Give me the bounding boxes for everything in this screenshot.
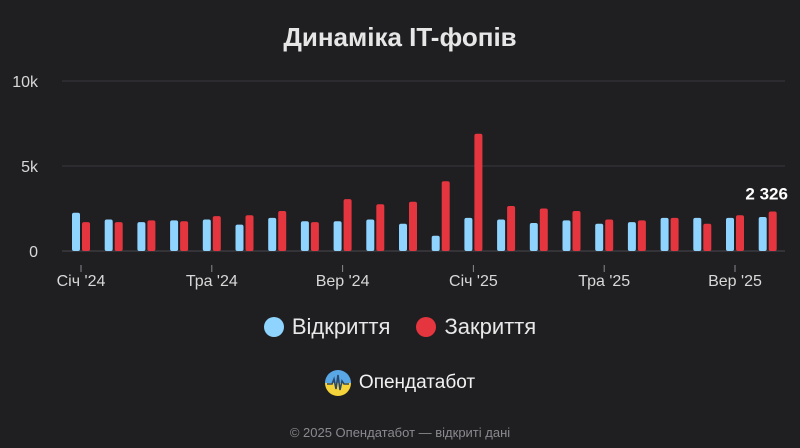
footer-copyright: © 2025 Опендатабот — відкриті дані (289, 425, 511, 440)
bar-openings (497, 219, 506, 251)
bar-openings (137, 222, 146, 251)
bar-openings (562, 220, 571, 251)
bar-openings (758, 217, 767, 251)
x-tick-label: Тра '25 (578, 273, 630, 290)
bar-closings (605, 219, 614, 251)
bar-closings (768, 211, 777, 251)
legend-label-openings: Відкриття (291, 314, 391, 339)
bar-closings (572, 211, 581, 251)
chart-title: Динаміка IT-фопів (283, 22, 517, 52)
bar-closings (147, 220, 156, 251)
bar-closings (310, 222, 319, 251)
bar-closings (441, 181, 450, 251)
y-tick-label: 10k (12, 74, 39, 91)
bar-openings (627, 222, 636, 251)
bar-openings (529, 222, 538, 251)
x-tick-label: Вер '24 (316, 273, 370, 290)
bar-closings (245, 215, 254, 251)
bar-openings (72, 212, 80, 251)
y-tick-label: 0 (29, 244, 38, 261)
bar-openings (660, 217, 669, 251)
bar-openings (202, 219, 211, 251)
x-tick-label: Вер '25 (708, 273, 762, 290)
opendatabot-logo-icon (324, 370, 351, 396)
chart-legend: Відкриття Закриття (0, 314, 800, 340)
bar-closings (343, 199, 352, 251)
bar-closings (670, 217, 679, 251)
bar-openings (595, 223, 604, 251)
bar-chart: 10k 5k 0 Січ '24 Тра '24 Вер '24 Січ '25 Тра '2… (12, 74, 788, 290)
bar-closings (409, 201, 417, 251)
bar-closings (212, 216, 221, 251)
bar-openings (431, 235, 440, 251)
bar-openings (170, 220, 179, 251)
x-tick-label: Тра '24 (186, 273, 238, 290)
brand[interactable]: Опендатабот (0, 370, 800, 396)
x-tick-label: Січ '25 (449, 273, 498, 290)
bar-closings (539, 208, 548, 251)
bar-closings (180, 221, 189, 251)
bar-openings (464, 217, 473, 251)
bar-openings (366, 219, 375, 251)
bar-closings (278, 211, 287, 251)
brand-name: Опендатабот (358, 372, 476, 393)
bar-openings (333, 221, 342, 251)
bar-openings (104, 219, 113, 251)
legend-dot-closings (416, 317, 437, 337)
bar-closings (474, 133, 483, 251)
legend-dot-openings (263, 317, 284, 337)
bar-openings (693, 217, 702, 251)
legend-item-openings[interactable]: Відкриття (263, 314, 391, 340)
bar-openings (726, 217, 734, 251)
bar-closings (82, 222, 90, 251)
x-tick-label: Січ '24 (57, 273, 106, 290)
bar-openings (235, 224, 244, 251)
bar-closings (736, 215, 744, 251)
bar-closings (637, 220, 646, 251)
legend-item-closings[interactable]: Закриття (416, 314, 536, 340)
bar-closings (703, 223, 712, 251)
legend-label-closings: Закриття (444, 314, 537, 339)
bar-openings (300, 221, 309, 251)
data-label: 2 326 (745, 184, 788, 203)
y-tick-label: 5k (21, 159, 39, 176)
bar-closings (376, 204, 385, 251)
bar-closings (114, 222, 123, 251)
bar-closings (507, 205, 516, 251)
bar-openings (268, 217, 277, 251)
bar-openings (399, 223, 407, 251)
